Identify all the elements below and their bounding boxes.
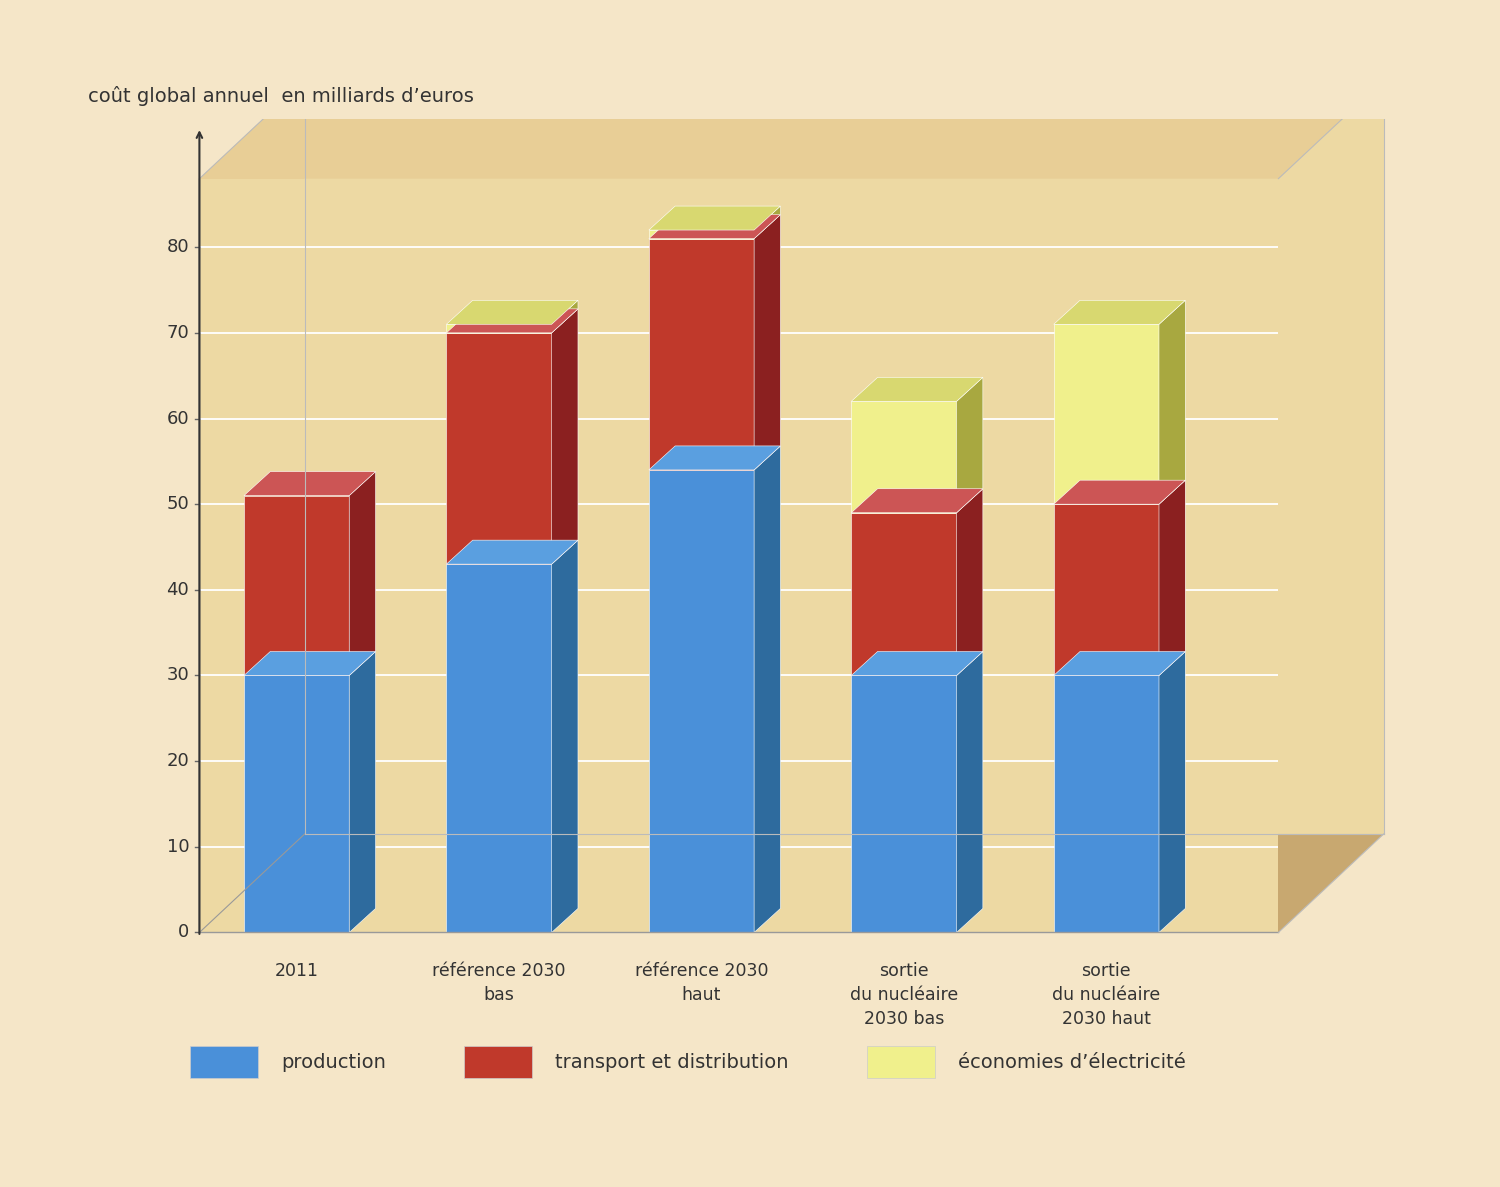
Polygon shape [244,496,350,675]
Polygon shape [447,300,578,324]
Text: sortie
du nucléaire
2030 bas: sortie du nucléaire 2030 bas [850,963,958,1028]
Polygon shape [1053,324,1160,504]
Text: 60: 60 [166,410,189,427]
Polygon shape [447,564,552,933]
Text: coût global annuel  en milliards d’euros: coût global annuel en milliards d’euros [88,85,474,106]
Polygon shape [350,652,375,933]
Polygon shape [650,470,754,933]
Legend: production, transport et distribution, économies d’électricité: production, transport et distribution, é… [171,1027,1206,1098]
Text: 10: 10 [166,838,189,856]
Polygon shape [447,332,552,564]
Polygon shape [1160,300,1185,504]
Polygon shape [957,652,982,933]
Polygon shape [852,675,957,933]
Polygon shape [304,81,1383,834]
Polygon shape [754,446,780,933]
Polygon shape [1053,300,1185,324]
Polygon shape [447,324,552,332]
Polygon shape [650,239,754,470]
Polygon shape [650,215,780,239]
Text: référence 2030
bas: référence 2030 bas [432,963,566,1004]
Text: 80: 80 [166,239,189,256]
Polygon shape [200,81,1383,179]
Polygon shape [650,446,780,470]
Polygon shape [244,471,375,496]
Polygon shape [957,489,982,675]
Polygon shape [650,230,754,239]
Polygon shape [754,215,780,470]
Polygon shape [447,309,578,332]
Polygon shape [754,207,780,239]
Polygon shape [852,652,982,675]
Text: 0: 0 [178,923,189,941]
Polygon shape [1053,504,1160,675]
Polygon shape [244,652,375,675]
Text: 70: 70 [166,324,189,342]
Polygon shape [957,377,982,513]
Polygon shape [200,834,1383,933]
Text: 2011: 2011 [274,963,318,980]
Polygon shape [852,401,957,513]
Polygon shape [1053,675,1160,933]
Polygon shape [650,207,780,230]
Polygon shape [852,377,982,401]
Text: 20: 20 [166,753,189,770]
Polygon shape [244,675,350,933]
Text: 30: 30 [166,666,189,685]
Polygon shape [552,540,578,933]
Polygon shape [1053,652,1185,675]
Polygon shape [552,300,578,332]
Polygon shape [200,179,1278,933]
Polygon shape [552,309,578,564]
Polygon shape [852,513,957,675]
Text: 40: 40 [166,580,189,598]
Polygon shape [200,81,304,933]
Polygon shape [852,489,982,513]
Text: référence 2030
haut: référence 2030 haut [634,963,768,1004]
Polygon shape [1160,652,1185,933]
Text: 50: 50 [166,495,189,513]
Polygon shape [447,540,578,564]
Polygon shape [350,471,375,675]
Polygon shape [1053,481,1185,504]
Text: sortie
du nucléaire
2030 haut: sortie du nucléaire 2030 haut [1052,963,1161,1028]
Polygon shape [1160,481,1185,675]
